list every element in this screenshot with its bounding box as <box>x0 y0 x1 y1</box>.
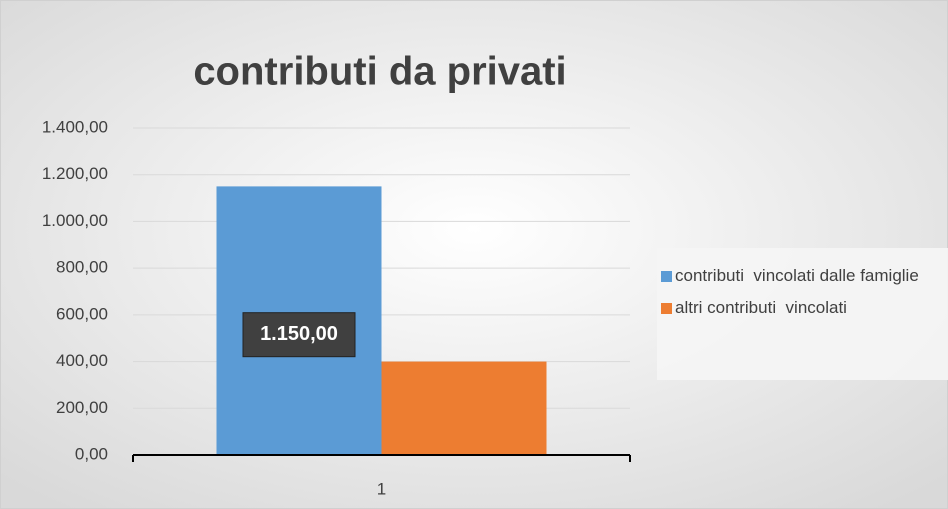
y-tick-label: 0,00 <box>75 444 108 463</box>
bar <box>381 361 547 455</box>
legend-item: contributi vincolati dalle famiglie <box>661 264 940 288</box>
y-tick-label: 1.200,00 <box>42 164 108 183</box>
legend-swatch <box>661 271 672 282</box>
legend: contributi vincolati dalle famiglie altri… <box>657 248 948 380</box>
y-tick-label: 1.400,00 <box>42 117 108 136</box>
y-tick-label: 200,00 <box>56 398 108 417</box>
legend-item: altri contributi vincolati <box>661 296 940 320</box>
data-label: 1.150,00 <box>260 323 338 345</box>
data-label-box <box>242 312 356 358</box>
legend-label: altri contributi vincolati <box>675 298 847 317</box>
legend-swatch <box>661 303 672 314</box>
chart-title: contributi da privati <box>193 50 566 94</box>
x-tick-label: 1 <box>377 479 386 498</box>
y-tick-label: 1.000,00 <box>42 211 108 230</box>
y-tick-label: 400,00 <box>56 351 108 370</box>
y-tick-label: 600,00 <box>56 304 108 323</box>
legend-label: contributi vincolati dalle famiglie <box>675 266 919 285</box>
y-tick-label: 800,00 <box>56 258 108 277</box>
